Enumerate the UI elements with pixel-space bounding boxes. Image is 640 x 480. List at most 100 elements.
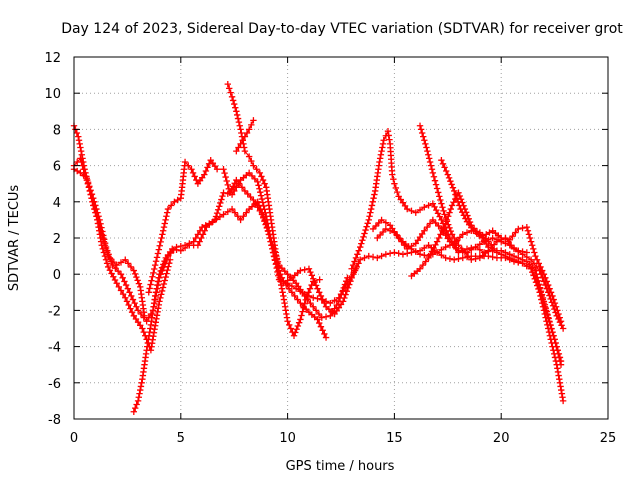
data-point-plus	[535, 285, 542, 293]
data-point-plus	[439, 227, 446, 234]
data-point-plus	[78, 158, 85, 166]
data-point-plus	[220, 211, 227, 218]
data-point-plus	[429, 216, 437, 224]
data-point-plus	[327, 312, 334, 320]
data-point-plus	[112, 264, 119, 272]
data-point-plus	[542, 314, 549, 321]
data-point-plus	[391, 229, 398, 236]
data-point-plus	[545, 328, 553, 336]
data-point-plus	[156, 298, 163, 305]
data-point-plus	[446, 224, 453, 232]
data-point-plus	[363, 223, 370, 230]
data-point-plus	[245, 169, 253, 177]
data-point-plus	[114, 267, 122, 275]
data-point-plus	[80, 166, 87, 173]
data-point-plus	[303, 292, 311, 300]
data-point-plus	[442, 167, 450, 175]
data-point-plus	[201, 171, 208, 178]
data-point-plus	[202, 167, 210, 175]
data-point-plus	[201, 227, 208, 234]
data-point-plus	[220, 166, 227, 173]
data-point-plus	[284, 271, 291, 278]
data-point-plus	[426, 158, 434, 166]
data-point-plus	[445, 174, 453, 182]
data-point-plus	[243, 129, 251, 137]
data-point-plus	[256, 207, 264, 215]
data-point-plus	[148, 277, 155, 284]
data-point-plus	[551, 299, 559, 307]
data-point-plus	[140, 328, 147, 336]
data-point-plus	[160, 223, 168, 231]
data-point-plus	[160, 280, 168, 288]
data-point-plus	[367, 205, 375, 213]
data-point-plus	[446, 255, 454, 263]
data-point-plus	[404, 205, 411, 213]
data-point-plus	[382, 225, 390, 233]
data-point-plus	[122, 281, 130, 289]
data-point-plus	[77, 169, 84, 177]
data-point-plus	[374, 254, 381, 262]
data-point-plus	[297, 267, 304, 274]
data-point-plus	[537, 263, 544, 271]
data-point-plus	[442, 243, 449, 251]
data-point-plus	[219, 192, 226, 200]
data-point-plus	[433, 249, 441, 256]
data-point-plus	[278, 285, 286, 292]
data-point-plus	[434, 189, 442, 196]
data-point-plus	[352, 254, 360, 262]
y-tick-label: 12	[44, 51, 61, 66]
data-point-plus	[378, 147, 385, 155]
data-point-plus	[502, 252, 509, 260]
data-point-plus	[506, 236, 513, 244]
data-point-plus	[536, 289, 543, 296]
data-point-plus	[544, 281, 552, 289]
data-point-plus	[378, 216, 385, 224]
data-point-plus	[261, 217, 268, 225]
data-point-plus	[315, 310, 323, 318]
data-point-plus	[543, 318, 550, 325]
data-point-plus	[327, 299, 334, 307]
data-point-plus	[147, 281, 154, 288]
data-point-plus	[73, 129, 81, 137]
data-point-plus	[422, 258, 429, 265]
data-point-plus	[131, 299, 138, 307]
data-point-plus	[146, 285, 153, 292]
data-point-plus	[117, 287, 125, 294]
data-point-plus	[354, 251, 361, 258]
data-point-plus	[316, 276, 323, 283]
data-point-plus	[384, 128, 392, 135]
data-point-plus	[394, 188, 401, 196]
data-point-plus	[177, 247, 184, 254]
data-point-plus	[151, 265, 158, 273]
data-point-plus	[314, 295, 321, 302]
data-point-plus	[551, 354, 559, 361]
data-point-plus	[216, 203, 223, 210]
data-point-plus	[532, 252, 539, 260]
data-point-plus	[459, 254, 466, 262]
data-point-plus	[284, 318, 291, 325]
data-point-plus	[235, 118, 243, 126]
data-point-plus	[241, 147, 249, 155]
data-point-plus	[231, 209, 239, 216]
data-point-plus	[417, 126, 425, 133]
data-point-plus	[365, 216, 372, 224]
data-point-plus	[462, 209, 470, 216]
data-point-plus	[250, 196, 257, 204]
data-point-plus	[378, 252, 385, 260]
data-point-plus	[314, 316, 321, 323]
data-point-plus	[385, 132, 392, 139]
data-point-plus	[555, 310, 562, 318]
data-point-plus	[256, 185, 263, 192]
data-point-plus	[540, 271, 548, 278]
data-point-plus	[139, 325, 146, 332]
data-point-plus	[376, 231, 384, 239]
data-point-plus	[135, 280, 143, 287]
data-point-plus	[441, 211, 448, 218]
data-point-plus	[432, 219, 439, 227]
data-point-plus	[559, 397, 567, 405]
data-point-plus	[541, 310, 548, 318]
data-point-plus	[157, 238, 164, 246]
y-tick-label: 2	[53, 232, 61, 247]
data-point-plus	[255, 182, 262, 189]
data-point-plus	[386, 227, 394, 234]
